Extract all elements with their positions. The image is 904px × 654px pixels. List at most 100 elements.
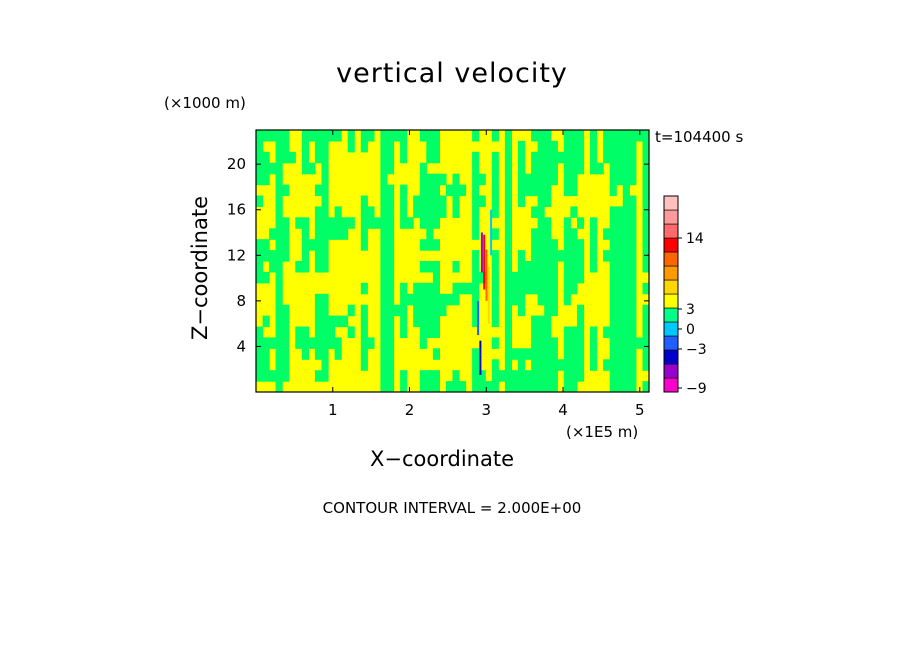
field-cell: [367, 206, 375, 218]
field-cell: [380, 151, 388, 164]
field-cell: [524, 370, 532, 382]
field-cell: [531, 271, 539, 284]
field-cell: [622, 239, 630, 251]
field-cell: [432, 315, 440, 328]
field-cell: [321, 326, 329, 338]
field-cell: [616, 130, 624, 142]
field-cell: [321, 140, 329, 153]
field-cell: [537, 239, 545, 251]
field-cell: [629, 140, 637, 153]
field-cell: [321, 261, 329, 273]
field-cell: [537, 140, 545, 153]
field-cell: [432, 206, 440, 218]
field-cell: [609, 250, 617, 262]
field-cell: [550, 239, 558, 251]
field-cell: [426, 151, 434, 164]
field-cell: [544, 381, 552, 392]
field-cell: [570, 239, 578, 251]
field-cell: [629, 304, 637, 317]
field-cell: [511, 271, 519, 284]
field-cell: [360, 348, 368, 360]
field-cell: [275, 326, 283, 338]
field-cell: [367, 217, 375, 229]
field-cell: [537, 195, 545, 207]
field-cell: [590, 239, 598, 251]
field-cell: [609, 239, 617, 251]
colorbar-segment: [663, 321, 679, 337]
field-cell: [341, 315, 349, 328]
field-cell: [419, 239, 427, 251]
field-cell: [419, 304, 427, 317]
field-cell: [275, 162, 283, 175]
jet-feature: [477, 300, 480, 336]
field-cell: [504, 184, 512, 197]
field-cell: [387, 250, 395, 262]
field-cell: [622, 173, 630, 186]
field-cell: [629, 151, 637, 164]
field-cell: [387, 271, 395, 284]
field-cell: [380, 326, 388, 338]
field-cell: [577, 315, 585, 328]
field-cell: [472, 315, 480, 328]
field-cell: [524, 348, 532, 360]
field-cell: [616, 304, 624, 317]
field-cell: [334, 348, 342, 360]
field-cell: [439, 206, 447, 218]
field-cell: [321, 151, 329, 164]
field-cell: [282, 304, 290, 317]
field-cell: [288, 151, 296, 164]
field-cell: [616, 250, 624, 262]
field-cell: [380, 250, 388, 262]
field-cell: [321, 315, 329, 328]
x-tick-label: 4: [558, 401, 568, 419]
field-cell: [629, 261, 637, 273]
field-cell: [419, 293, 427, 306]
field-cell: [563, 162, 571, 175]
field-cell: [400, 206, 408, 218]
field-cell: [445, 184, 453, 197]
field-cell: [432, 140, 440, 153]
colorbar-segment: [663, 209, 679, 225]
field-cell: [642, 195, 649, 207]
field-cell: [334, 315, 342, 328]
field-cell: [563, 370, 571, 382]
field-cell: [577, 337, 585, 349]
field-cell: [387, 337, 395, 349]
field-cell: [452, 282, 460, 295]
field-cell: [282, 239, 290, 251]
field-cell: [380, 184, 388, 197]
field-cell: [256, 239, 264, 251]
field-cell: [275, 217, 283, 229]
field-cell: [642, 162, 649, 175]
field-cell: [524, 282, 532, 295]
colorbar-segment: [663, 237, 679, 253]
field-cell: [380, 359, 388, 371]
field-cell: [439, 293, 447, 306]
field-cell: [400, 195, 408, 207]
field-cell: [367, 337, 375, 349]
field-cell: [570, 326, 578, 338]
field-cell: [308, 162, 316, 175]
jet-feature: [487, 266, 490, 324]
field-cell: [472, 162, 480, 175]
field-cell: [531, 162, 539, 175]
field-cell: [485, 381, 493, 392]
field-cell: [275, 206, 283, 218]
field-cell: [616, 140, 624, 153]
field-cell: [282, 184, 290, 197]
field-cell: [301, 140, 309, 153]
field-cell: [635, 337, 643, 349]
field-cell: [360, 140, 368, 153]
field-cell: [511, 381, 519, 392]
field-cell: [387, 381, 395, 392]
field-cell: [256, 359, 264, 371]
field-cell: [472, 151, 480, 164]
field-cell: [314, 239, 322, 251]
field-cell: [380, 381, 388, 392]
field-cell: [491, 282, 499, 295]
field-cell: [504, 370, 512, 382]
field-cell: [491, 195, 499, 207]
field-cell: [622, 184, 630, 197]
field-cell: [275, 381, 283, 392]
field-cell: [563, 239, 571, 251]
